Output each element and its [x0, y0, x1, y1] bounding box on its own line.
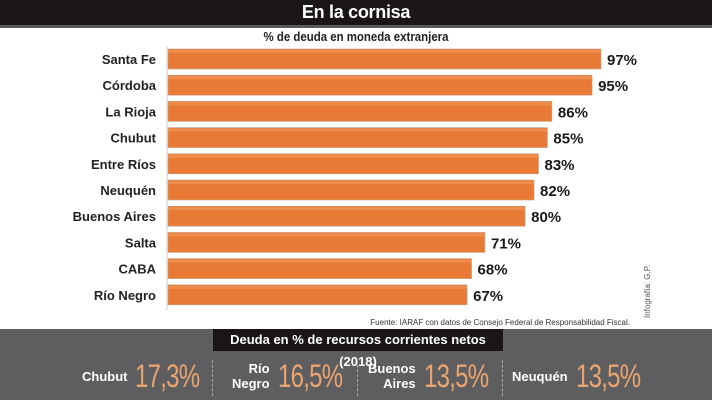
chart-title: % de deuda en moneda extranjera: [263, 29, 449, 44]
value-label: 82%: [540, 183, 570, 200]
stat-separator: [212, 360, 213, 396]
stat-value: 16,5%: [277, 357, 343, 394]
stat-separator: [502, 360, 503, 396]
stat-buenos-aires: Buenos Aires 13,5%: [368, 356, 509, 396]
stat-name: Río Negro: [232, 361, 270, 391]
value-label: 67%: [473, 288, 503, 305]
source-note: Fuente: IARAF con datos de Consejo Feder…: [370, 318, 630, 327]
bar: [167, 101, 553, 122]
bar: [167, 74, 593, 96]
category-label: Córdoba: [103, 78, 157, 93]
stat-value: 13,5%: [575, 357, 641, 394]
category-label: La Rioja: [105, 104, 156, 119]
header-divider: [0, 25, 712, 28]
stat-rio-negro: Río Negro 16,5%: [232, 356, 363, 396]
bar: [167, 232, 486, 253]
bar-highlight: [168, 233, 485, 237]
stat-separator: [357, 360, 358, 396]
bar: [167, 127, 548, 148]
value-label: 71%: [491, 235, 521, 252]
value-label: 97%: [607, 52, 637, 69]
bar: [167, 179, 535, 201]
category-label: CABA: [118, 262, 156, 277]
value-label: 83%: [545, 157, 575, 174]
bar-highlight: [168, 102, 552, 106]
category-label: Río Negro: [94, 288, 156, 303]
bar: [167, 205, 526, 227]
bar: [167, 153, 539, 175]
bar: [167, 48, 602, 70]
category-label: Entre Ríos: [91, 157, 156, 172]
header-title: En la cornisa: [0, 0, 712, 25]
bar-highlight: [168, 76, 593, 80]
bar-highlight: [168, 181, 535, 184]
value-label: 95%: [598, 78, 628, 95]
axis-line: [166, 46, 168, 310]
stat-value: 13,5%: [423, 357, 489, 394]
bar-highlight: [168, 128, 548, 132]
bar-highlight: [168, 154, 539, 158]
stat-chubut: Chubut 17,3%: [82, 356, 221, 396]
bar-highlight: [168, 50, 601, 53]
bar-chart: Santa Fe 97% Córdoba 95% La Rioja 86% Chubut 85…: [73, 46, 637, 310]
bar: [167, 284, 468, 306]
value-label: 86%: [558, 104, 588, 121]
bar-highlight: [168, 285, 468, 289]
category-label: Santa Fe: [102, 52, 156, 67]
stat-value: 17,3%: [135, 357, 200, 394]
category-label: Salta: [125, 235, 157, 250]
stat-name: Buenos Aires: [368, 361, 416, 391]
value-label: 68%: [478, 262, 508, 279]
summary-title: Deuda en % de recursos corrientes netos …: [213, 329, 503, 369]
bar-highlight: [168, 207, 526, 211]
category-label: Chubut: [111, 131, 157, 146]
category-label: Buenos Aires: [73, 209, 156, 224]
stat-name: Neuquén: [512, 368, 568, 384]
bar: [167, 258, 472, 279]
stat-name: Chubut: [82, 368, 128, 384]
value-label: 80%: [531, 209, 561, 226]
category-label: Neuquén: [100, 183, 156, 198]
value-label: 85%: [553, 131, 583, 148]
infographic-credit: Infografía: G.P.: [643, 264, 652, 318]
stat-neuquen: Neuquén 13,5%: [512, 356, 661, 396]
bar-highlight: [168, 259, 472, 263]
